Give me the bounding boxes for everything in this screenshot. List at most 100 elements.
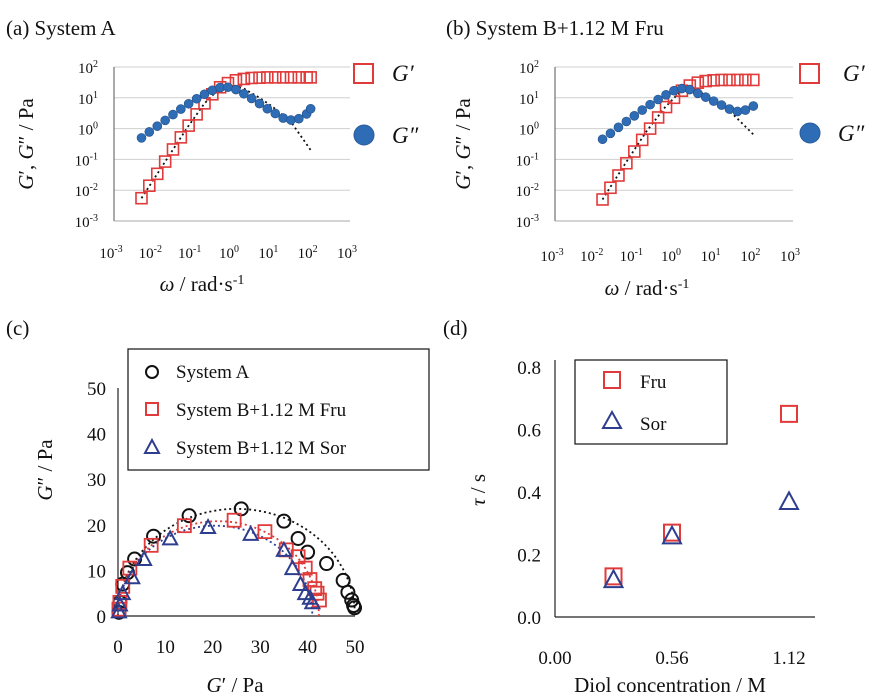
d-fru-point [780, 404, 798, 423]
c-x-tick-label: 0 [113, 637, 123, 658]
b-gprime-point [643, 122, 657, 135]
c-y-tick-label: 40 [87, 425, 106, 446]
a-gdouble-point [136, 133, 147, 143]
a-gprime-point [276, 71, 290, 84]
b-gdouble-point [669, 85, 679, 96]
panel-b-legend-label-gp: G′ [843, 61, 866, 86]
a-gdouble-point [270, 108, 281, 119]
a-gprime-point [143, 179, 156, 192]
b-gprime-point [635, 133, 649, 147]
c-sor-point [275, 540, 293, 557]
b-gdouble-point [684, 84, 695, 95]
b-x-tick-label: 100 [661, 247, 681, 265]
b-y-tick-label: 101 [519, 90, 539, 108]
a-gdouble-point [199, 89, 210, 100]
c-x-tick-label: 10 [156, 637, 175, 658]
c-system-a-point [319, 556, 335, 572]
b-gprime-point [723, 73, 736, 87]
b-y-tick-label: 10-3 [516, 213, 539, 231]
a-gdouble-point [231, 84, 241, 95]
a-gprime-point [304, 71, 317, 84]
b-gprime-point [620, 156, 633, 170]
panel-a-xlabel: ω / rad·s-1 [160, 272, 245, 296]
d-sor-point [661, 524, 683, 545]
a-gprime-point [237, 72, 251, 86]
c-sor-point [161, 529, 179, 546]
c-sor-point [135, 549, 153, 566]
a-gdouble-point [262, 103, 273, 114]
panel-c-legend-label-a: System A [176, 362, 250, 383]
c-sor-point [242, 524, 260, 541]
b-x-tick-label: 10-2 [580, 247, 603, 265]
c-sor-point [199, 517, 217, 535]
b-gdouble-point [597, 134, 608, 145]
c-y-tick-label: 10 [87, 561, 106, 582]
c-fru-point [257, 524, 273, 540]
a-x-tick-label: 10-3 [99, 244, 122, 262]
panel-d-legend-label-sor: Sor [640, 414, 667, 435]
panel-c-legend-marker-sor [143, 437, 161, 454]
a-y-tick-label: 10-3 [75, 213, 98, 231]
panel-a: (a) System A 10-3 10-2 10-1 100 101 102 10-3 1… [6, 16, 419, 296]
panel-c-ylabel: G″ / Pa [33, 439, 57, 501]
b-x-tick-label: 103 [780, 247, 800, 265]
b-gprime-point [596, 193, 609, 206]
d-x-tick-label: 0.00 [538, 648, 571, 669]
c-sor-point [111, 595, 129, 612]
b-gprime-point [691, 76, 705, 89]
d-y-tick-label: 0.4 [517, 483, 541, 504]
b-gprime-point [707, 73, 720, 87]
panel-b-ylabel: G′, G″ / Pa [451, 98, 475, 190]
a-gdouble-point [239, 88, 249, 99]
panel-c-xlabel: G′ / Pa [206, 673, 264, 697]
c-sor-point [283, 559, 302, 576]
panel-a-legend-marker-gp [353, 63, 374, 84]
a-gprime-point [253, 71, 266, 84]
panel-a-legend-marker-gpp [353, 124, 375, 146]
c-sor-point [123, 568, 141, 585]
a-gprime-point [292, 71, 306, 84]
c-x-tick-label: 40 [298, 637, 317, 658]
panel-b-legend-marker-gpp [799, 122, 821, 144]
panel-d-legend-marker-fru [603, 371, 621, 389]
panel-c-legend-marker-fru [145, 402, 159, 416]
panel-c-legend-box [127, 348, 430, 471]
c-sor-point [291, 574, 310, 592]
a-x-tick-label: 103 [337, 244, 357, 262]
b-gdouble-point [708, 96, 719, 106]
a-y-tick-label: 102 [78, 59, 98, 77]
a-gprime-point [174, 131, 188, 144]
b-gdouble-point [700, 92, 711, 102]
a-gdouble-point [160, 115, 170, 126]
d-fru-point [604, 567, 623, 586]
d-y-tick-label: 0.2 [517, 546, 541, 567]
panel-d-legend-box [574, 359, 728, 445]
a-gdouble-point [176, 104, 186, 114]
c-fru-point [226, 512, 242, 528]
panel-d-xlabel: Diol concentration / M [574, 673, 766, 697]
c-system-a-point [181, 508, 197, 524]
panel-c-legend-label-sor: System B+1.12 M Sor [176, 438, 347, 459]
d-x-tick-label: 1.12 [772, 648, 805, 669]
panel-c: (c) 0 10 20 30 40 50 0 10 20 30 40 50 G′ / Pa G″ /… [6, 316, 430, 697]
a-gdouble-point [305, 103, 316, 114]
panel-c-title: (c) [6, 316, 29, 340]
c-system-a-point [300, 544, 316, 560]
a-gprime-point [261, 71, 274, 84]
a-gprime-point [150, 167, 164, 181]
c-fru-point [143, 537, 159, 553]
a-gdouble-point [254, 98, 265, 109]
a-gprime-point [166, 143, 180, 156]
a-gdouble-point [278, 113, 288, 123]
b-gdouble-point [748, 101, 759, 111]
panel-c-legend-marker-a [145, 365, 159, 379]
c-system-a-point [347, 600, 363, 616]
b-y-tick-label: 100 [519, 121, 539, 139]
panel-d: (d) 0.0 0.2 0.4 0.6 0.8 0.00 0.56 1.12 Diol co… [443, 316, 815, 697]
panel-d-ylabel: τ / s [466, 474, 490, 506]
b-x-tick-label: 101 [701, 247, 721, 265]
a-x-tick-label: 10-1 [178, 244, 201, 262]
panel-a-legend-label-gpp: G″ [392, 123, 419, 148]
d-sor-point [778, 490, 800, 511]
